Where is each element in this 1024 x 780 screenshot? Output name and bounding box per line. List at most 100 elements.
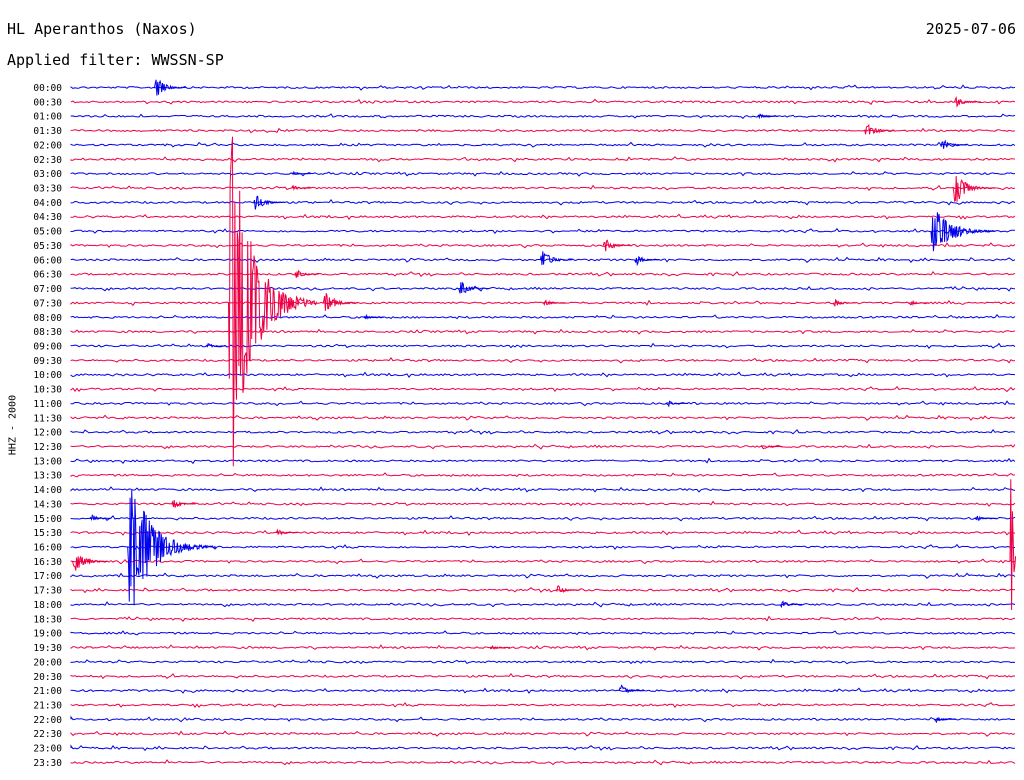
trace-0500 — [70, 227, 1015, 235]
event-7 — [952, 175, 996, 202]
trace-1500 — [70, 515, 1016, 522]
event-30 — [555, 585, 581, 593]
trace-1230 — [70, 443, 1016, 450]
event-28 — [127, 490, 217, 606]
event-3 — [864, 123, 895, 135]
event-20 — [363, 313, 384, 320]
trace-1630 — [70, 558, 1016, 565]
trace-0200 — [70, 141, 1016, 148]
event-1 — [954, 95, 982, 108]
trace-0130 — [70, 127, 1016, 134]
trace-2330 — [70, 759, 1016, 766]
trace-2230 — [70, 730, 1016, 737]
event-27 — [275, 528, 298, 536]
trace-1800 — [70, 601, 1016, 608]
trace-1900 — [70, 630, 1016, 636]
tick-label: 04:30 — [33, 212, 62, 223]
event-12 — [634, 255, 660, 267]
trace-2200 — [70, 715, 1016, 723]
event-34 — [933, 717, 956, 724]
tick-label: 02:00 — [33, 140, 62, 151]
tick-label: 00:00 — [33, 83, 62, 94]
tick-label: 20:30 — [33, 672, 62, 683]
tick-label: 18:30 — [33, 614, 62, 625]
tick-label: 08:30 — [33, 327, 62, 338]
filter-label: Applied filter: WWSSN-SP — [7, 51, 224, 69]
trace-1130 — [70, 414, 1016, 421]
event-layer — [72, 79, 1017, 724]
event-32 — [489, 644, 510, 650]
event-14 — [458, 281, 490, 294]
trace-2000 — [70, 658, 1016, 665]
event-9 — [930, 212, 996, 252]
tick-label: 12:00 — [33, 428, 62, 439]
event-0 — [154, 79, 187, 96]
trace-0000 — [70, 84, 1016, 91]
trace-0700 — [70, 285, 1016, 292]
tick-label: 15:30 — [33, 528, 62, 539]
tick-label: 11:00 — [33, 399, 62, 410]
trace-1530 — [70, 529, 1016, 536]
tick-label: 21:30 — [33, 700, 62, 711]
trace-0100 — [70, 113, 1016, 119]
trace-0530 — [70, 242, 1016, 249]
trace-1700 — [70, 572, 1016, 579]
tick-label: 11:30 — [33, 413, 62, 424]
trace-1730 — [70, 587, 1016, 594]
trace-1200 — [70, 428, 1016, 435]
tick-label: 08:00 — [33, 313, 62, 324]
trace-2100 — [70, 687, 1016, 694]
tick-label: 09:30 — [33, 356, 62, 367]
event-16 — [322, 293, 359, 311]
tick-label: 23:30 — [33, 758, 62, 769]
tick-label: 03:00 — [33, 169, 62, 180]
tick-label: 17:00 — [33, 571, 62, 582]
tick-label: 14:00 — [33, 485, 62, 496]
event-26 — [974, 515, 997, 521]
trace-0730 — [70, 299, 1016, 307]
tick-label: 06:00 — [33, 255, 62, 266]
trace-1100 — [70, 400, 1016, 407]
trace-1430 — [70, 500, 1016, 507]
event-17 — [543, 299, 566, 307]
event-21 — [206, 343, 227, 348]
trace-1030 — [70, 385, 1016, 393]
tick-label: 23:00 — [33, 744, 62, 755]
event-29 — [72, 555, 108, 571]
trace-2030 — [70, 672, 1015, 680]
tick-label: 19:00 — [33, 629, 62, 640]
event-31 — [779, 600, 803, 609]
event-19 — [908, 300, 929, 307]
trace-layer — [70, 84, 1016, 766]
tick-label: 06:30 — [33, 270, 62, 281]
trace-0300 — [70, 171, 1016, 177]
event-5 — [291, 170, 311, 176]
tick-label: 10:00 — [33, 370, 62, 381]
event-2 — [757, 113, 778, 120]
tick-labels: 00:00 00:30 01:00 01:30 02:00 02:30 03:00 03:30… — [33, 83, 62, 769]
tick-label: 07:00 — [33, 284, 62, 295]
event-23 — [760, 444, 783, 450]
event-13 — [294, 269, 319, 278]
tick-label: 20:00 — [33, 657, 62, 668]
trace-0430 — [70, 213, 1016, 221]
trace-0800 — [70, 314, 1016, 320]
tick-label: 02:30 — [33, 155, 62, 166]
event-25 — [89, 514, 112, 522]
tick-label: 18:00 — [33, 600, 62, 611]
trace-0630 — [70, 270, 1016, 277]
event-24 — [171, 499, 196, 508]
trace-0400 — [70, 199, 1016, 206]
tick-label: 16:00 — [33, 543, 62, 554]
tick-label: 17:30 — [33, 586, 62, 597]
tick-label: 14:30 — [33, 499, 62, 510]
trace-1930 — [70, 644, 1015, 651]
trace-0030 — [70, 98, 1016, 106]
trace-1000 — [70, 371, 1016, 378]
tick-label: 22:00 — [33, 715, 62, 726]
tick-label: 10:30 — [33, 385, 62, 396]
trace-1330 — [70, 472, 1016, 478]
station-title: HL Aperanthos (Naxos) — [7, 20, 197, 38]
tick-label: 15:00 — [33, 514, 62, 525]
